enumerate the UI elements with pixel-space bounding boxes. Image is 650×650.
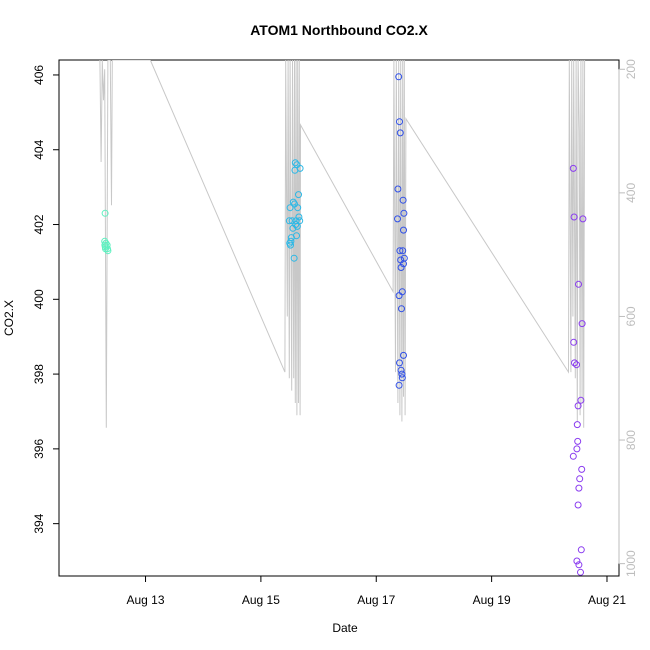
data-point [394, 185, 402, 193]
data-point [287, 241, 294, 249]
y2-tick-label: 1000 [624, 550, 638, 577]
y2-tick-label: 600 [624, 306, 638, 326]
y-axis-label: CO2.X [2, 300, 16, 336]
data-point [396, 129, 404, 137]
data-point [575, 280, 582, 288]
y-tick-label: 394 [32, 513, 46, 533]
chart-title: ATOM1 Northbound CO2.X [250, 22, 428, 38]
data-point [296, 164, 304, 172]
y2-tick-label: 200 [624, 59, 638, 79]
data-point [293, 222, 301, 230]
data-point [571, 359, 578, 367]
points-layer [101, 73, 587, 576]
data-point [578, 320, 586, 328]
data-point [289, 198, 297, 206]
data-point [396, 247, 404, 255]
y2-tick-label: 800 [624, 430, 638, 450]
data-point [296, 217, 304, 225]
data-point [398, 305, 405, 313]
data-point [573, 361, 580, 369]
data-point [575, 561, 583, 569]
data-point [400, 209, 408, 217]
data-point [396, 118, 403, 126]
data-point [399, 247, 407, 255]
data-point [579, 215, 587, 223]
data-point [285, 217, 293, 225]
data-point [570, 213, 578, 221]
data-point [575, 484, 583, 492]
data-point [398, 288, 406, 296]
data-point [574, 501, 582, 509]
data-point [398, 374, 406, 382]
data-point [569, 452, 577, 460]
data-point [578, 465, 586, 473]
y-tick-label: 404 [32, 139, 46, 159]
x-axis-label: Date [332, 621, 358, 635]
data-point [573, 557, 581, 565]
secondary-line-layer [99, 60, 586, 428]
data-point [394, 215, 401, 223]
data-point [574, 402, 582, 410]
data-point [395, 73, 403, 81]
data-point [577, 568, 584, 576]
data-point [295, 191, 302, 199]
x-tick-label: Aug 21 [588, 593, 626, 607]
data-point [398, 370, 406, 378]
data-point [569, 164, 577, 172]
data-point [576, 475, 584, 483]
x-tick-label: Aug 13 [127, 593, 165, 607]
data-point [293, 232, 300, 240]
y-tick-label: 396 [32, 439, 46, 459]
y2-tick-label: 400 [624, 183, 638, 203]
data-point [104, 247, 112, 255]
y-axis: 394 396 398 400 402 404 406 [32, 65, 60, 534]
data-point [294, 204, 302, 212]
data-point [400, 226, 407, 234]
data-point [101, 209, 109, 217]
data-point [400, 351, 407, 359]
data-point [288, 217, 296, 225]
data-point [295, 213, 303, 221]
data-point [292, 221, 300, 228]
data-point [573, 445, 581, 453]
data-point [396, 359, 403, 367]
data-point [574, 437, 582, 445]
x-tick-label: Aug 17 [357, 593, 395, 607]
y-tick-label: 402 [32, 214, 46, 234]
y-tick-label: 400 [32, 289, 46, 309]
data-point [399, 196, 407, 204]
plot-area-frame [58, 59, 620, 577]
data-point [397, 264, 405, 271]
x-axis: Aug 13 Aug 15 Aug 17 Aug 19 Aug 21 [127, 575, 626, 607]
data-point [287, 237, 295, 245]
data-point [291, 159, 299, 167]
data-point [577, 396, 585, 404]
data-point [395, 381, 403, 389]
y-tick-label: 406 [32, 65, 46, 85]
x-tick-label: Aug 19 [473, 593, 511, 607]
y-tick-label: 398 [32, 364, 46, 384]
data-point [570, 338, 578, 346]
data-point [577, 546, 585, 554]
data-point [286, 204, 294, 212]
data-point [573, 421, 581, 429]
data-point [400, 260, 407, 268]
secondary-series-line [99, 60, 586, 428]
y2-axis: 200 400 600 800 1000 [618, 59, 638, 577]
x-tick-label: Aug 15 [242, 593, 280, 607]
data-point [290, 254, 298, 262]
data-point [397, 366, 405, 374]
